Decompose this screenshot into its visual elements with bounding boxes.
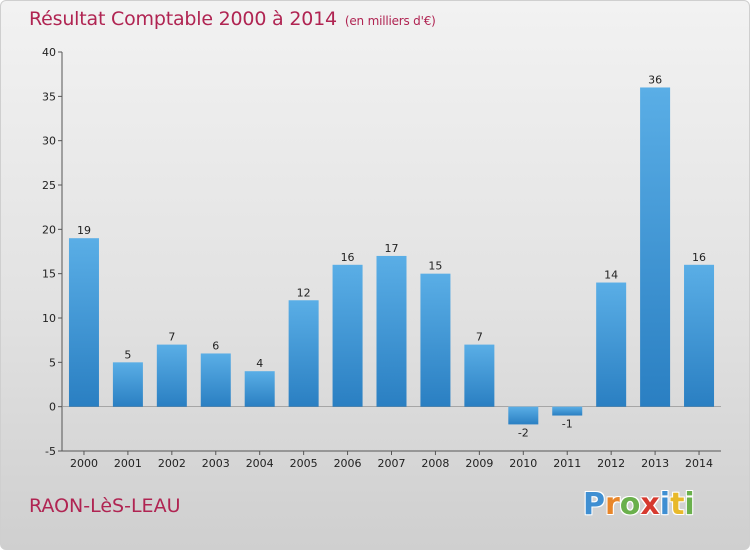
x-tick-label: 2000: [70, 457, 98, 470]
place-name: RAON-LèS-LEAU: [29, 495, 181, 517]
bar-2010: [508, 406, 539, 425]
chart-title-text: Résultat Comptable 2000 à 2014: [29, 8, 337, 30]
bar-2001: [112, 362, 143, 407]
data-label-2000: 19: [77, 224, 91, 237]
x-tick-label: 2012: [597, 457, 625, 470]
x-tick-label: 2007: [378, 457, 406, 470]
data-label-2010: -2: [518, 426, 529, 439]
logo-letter: P: [583, 487, 605, 522]
x-tick-label: 2013: [641, 457, 669, 470]
logo-letter: x: [640, 487, 660, 522]
y-tick-label: 35: [42, 90, 56, 103]
y-tick-label: -5: [45, 445, 56, 458]
y-tick-label: 25: [42, 179, 56, 192]
data-labels: 19 5 7 6 4 12 16 17 15 7 -2 -1 14 36 16: [77, 73, 706, 439]
bar-2002: [156, 344, 187, 407]
data-label-2002: 7: [168, 331, 175, 344]
data-label-2011: -1: [562, 418, 573, 431]
data-label-2001: 5: [124, 348, 131, 361]
y-tick-label: 10: [42, 312, 56, 325]
bar-2012: [596, 282, 627, 407]
x-tick-label: 2006: [334, 457, 362, 470]
bar-2007: [376, 255, 407, 407]
bar-2000: [68, 238, 99, 407]
logo-letter: t: [670, 487, 685, 522]
data-label-2014: 16: [692, 251, 706, 264]
data-label-2006: 16: [341, 251, 355, 264]
x-tick-label: 2008: [421, 457, 449, 470]
data-label-2012: 14: [604, 269, 618, 282]
y-tick-label: 5: [49, 356, 56, 369]
y-tick-label: 15: [42, 268, 56, 281]
data-label-2005: 12: [297, 286, 311, 299]
logo-letter: r: [605, 487, 620, 522]
x-tick-label: 2003: [202, 457, 230, 470]
bars: [68, 87, 715, 425]
x-tick-label: 2002: [158, 457, 186, 470]
y-tick-label: 40: [42, 46, 56, 59]
logo-letter: o: [619, 487, 641, 522]
bar-2003: [200, 353, 231, 407]
y-tick-label: 20: [42, 223, 56, 236]
x-tick-label: 2010: [509, 457, 537, 470]
y-tick-label: 0: [49, 401, 56, 414]
bar-2009: [464, 344, 495, 407]
x-tick-label: 2009: [465, 457, 493, 470]
data-label-2004: 4: [256, 357, 263, 370]
bar-2005: [288, 300, 319, 407]
bar-2006: [332, 264, 363, 407]
unit-note: (en milliers d'€): [344, 14, 436, 28]
x-tick-label: 2014: [685, 457, 713, 470]
data-label-2009: 7: [476, 331, 483, 344]
x-tick-label: 2011: [553, 457, 581, 470]
logo-letter: i: [684, 487, 695, 522]
x-tick-label: 2005: [290, 457, 318, 470]
x-tick-label: 2004: [246, 457, 274, 470]
chart-title: Résultat Comptable 2000 à 2014 (en millie…: [29, 8, 436, 30]
data-label-2008: 15: [428, 260, 442, 273]
bar-2004: [244, 371, 275, 407]
bar-2014: [684, 264, 715, 407]
logo-letter: i: [659, 487, 671, 522]
bar-2013: [640, 87, 671, 407]
y-tick-label: 30: [42, 135, 56, 148]
data-label-2013: 36: [648, 73, 662, 86]
bar-2008: [420, 273, 451, 407]
proxiti-logo: Proxiti: [583, 487, 695, 522]
bar-2011: [552, 406, 583, 416]
data-label-2007: 17: [385, 242, 399, 255]
x-tick-label: 2001: [114, 457, 142, 470]
data-label-2003: 6: [212, 339, 219, 352]
